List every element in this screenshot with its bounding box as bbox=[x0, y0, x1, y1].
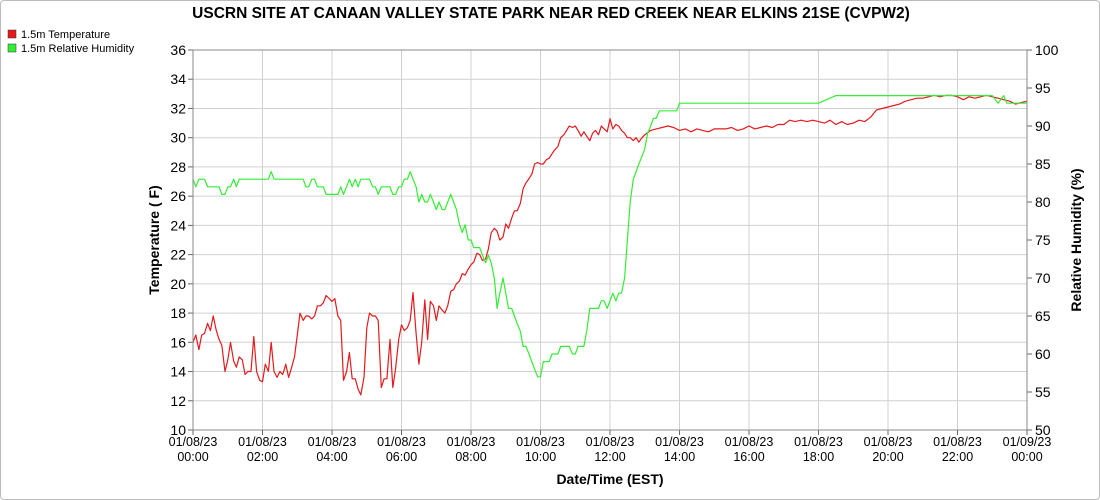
y-right-tick-label: 80 bbox=[1035, 194, 1051, 210]
y-left-tick-label: 32 bbox=[170, 100, 186, 116]
plot-lines bbox=[192, 94, 1028, 396]
x-tick-time: 00:00 bbox=[177, 450, 208, 464]
y-right-tick-label: 70 bbox=[1035, 270, 1051, 286]
y-left-tick-label: 10 bbox=[170, 422, 186, 438]
y-left-tick-label: 36 bbox=[170, 42, 186, 58]
temperature-series-line bbox=[192, 94, 1028, 396]
y-left-tick-label: 26 bbox=[170, 188, 186, 204]
x-tick-date: 01/08/23 bbox=[447, 435, 496, 449]
x-tick-time: 00:00 bbox=[1011, 450, 1042, 464]
x-tick-date: 01/08/23 bbox=[586, 435, 635, 449]
x-tick-date: 01/08/23 bbox=[238, 435, 287, 449]
y-left-tick-label: 28 bbox=[170, 159, 186, 175]
y-axis-right-title: Relative Humidity (%) bbox=[1068, 168, 1084, 311]
x-axis: 01/08/2300:0001/08/2302:0001/08/2304:000… bbox=[169, 430, 1052, 464]
legend-label-temperature: 1.5m Temperature bbox=[21, 29, 110, 41]
x-tick-time: 18:00 bbox=[803, 450, 834, 464]
y-left-tick-label: 22 bbox=[170, 247, 186, 263]
legend: 1.5m Temperature 1.5m Relative Humidity bbox=[7, 29, 135, 55]
x-tick-date: 01/08/23 bbox=[864, 435, 913, 449]
x-tick-date: 01/08/23 bbox=[169, 435, 218, 449]
y-axis-left: 10 12 14 16 18 20 22 24 26 28 30 32 34 36 bbox=[170, 42, 193, 438]
plot-border bbox=[192, 49, 1028, 431]
x-tick-time: 22:00 bbox=[942, 450, 973, 464]
y-left-tick-label: 20 bbox=[170, 276, 186, 292]
legend-swatch-temperature bbox=[7, 29, 17, 39]
x-tick-time: 06:00 bbox=[386, 450, 417, 464]
y-right-tick-label: 65 bbox=[1035, 308, 1051, 324]
y-right-tick-label: 95 bbox=[1035, 80, 1051, 96]
y-axis-left-title: Temperature ( F) bbox=[146, 185, 162, 294]
x-tick-date: 01/08/23 bbox=[308, 435, 357, 449]
y-left-tick-label: 18 bbox=[170, 305, 186, 321]
x-tick-time: 10:00 bbox=[525, 450, 556, 464]
humidity-series-line bbox=[192, 94, 1027, 378]
x-tick-time: 12:00 bbox=[594, 450, 625, 464]
legend-label-humidity: 1.5m Relative Humidity bbox=[21, 43, 135, 55]
x-tick-date: 01/09/23 bbox=[1003, 435, 1052, 449]
x-axis-title: Date/Time (EST) bbox=[556, 471, 663, 487]
y-right-tick-label: 85 bbox=[1035, 156, 1051, 172]
x-tick-time: 20:00 bbox=[872, 450, 903, 464]
y-left-tick-label: 14 bbox=[170, 364, 186, 380]
x-tick-date: 01/08/23 bbox=[725, 435, 774, 449]
y-left-tick-label: 24 bbox=[170, 217, 186, 233]
legend-swatch-humidity bbox=[7, 43, 17, 53]
y-right-tick-label: 100 bbox=[1035, 42, 1059, 58]
y-right-tick-label: 50 bbox=[1035, 422, 1051, 438]
gridlines bbox=[192, 49, 1028, 431]
x-tick-date: 01/08/23 bbox=[516, 435, 565, 449]
x-tick-date: 01/08/23 bbox=[377, 435, 426, 449]
y-left-tick-label: 30 bbox=[170, 130, 186, 146]
x-tick-time: 08:00 bbox=[455, 450, 486, 464]
y-left-tick-label: 16 bbox=[170, 334, 186, 350]
y-right-tick-label: 60 bbox=[1035, 346, 1051, 362]
y-left-tick-label: 12 bbox=[170, 393, 186, 409]
y-right-tick-label: 75 bbox=[1035, 232, 1051, 248]
y-right-tick-label: 55 bbox=[1035, 384, 1051, 400]
chart-title: USCRN SITE AT CANAAN VALLEY STATE PARK N… bbox=[192, 5, 910, 22]
x-tick-time: 04:00 bbox=[316, 450, 347, 464]
x-tick-time: 14:00 bbox=[664, 450, 695, 464]
x-tick-time: 02:00 bbox=[247, 450, 278, 464]
y-axis-right: 50 55 60 65 70 75 80 85 90 95 100 bbox=[1027, 42, 1059, 438]
x-tick-date: 01/08/23 bbox=[794, 435, 843, 449]
x-tick-time: 16:00 bbox=[733, 450, 764, 464]
x-tick-date: 01/08/23 bbox=[933, 435, 982, 449]
y-left-tick-label: 34 bbox=[170, 71, 186, 87]
y-right-tick-label: 90 bbox=[1035, 118, 1051, 134]
x-tick-date: 01/08/23 bbox=[655, 435, 704, 449]
